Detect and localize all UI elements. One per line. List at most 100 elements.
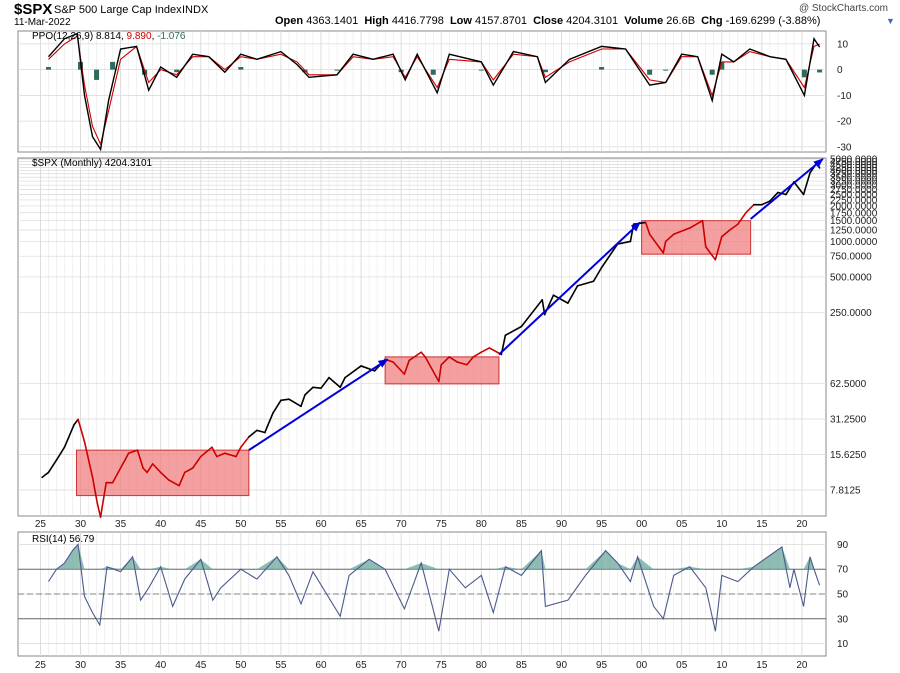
rsi-overbought-fill: [637, 556, 654, 570]
ppo-histogram-bar: [334, 69, 340, 71]
x-tick-label: 25: [35, 519, 47, 530]
price-segment: [480, 347, 491, 354]
price-tick-label: 7.8125: [830, 485, 861, 496]
price-segment: [466, 356, 475, 366]
price-segment: [552, 294, 569, 304]
volume-value: 26.6B: [666, 15, 696, 27]
price-segment: [761, 200, 771, 206]
x-tick-label: 20: [796, 519, 808, 530]
x-tick-label: 15: [756, 660, 768, 671]
price-tick-label: 2250.0000: [830, 195, 878, 206]
x-tick-label: 00: [636, 519, 648, 530]
price-tick-label: 3000.0000: [830, 181, 878, 192]
x-tick-label: 05: [676, 519, 688, 530]
price-segment: [73, 418, 79, 426]
open-label: Open: [275, 15, 304, 27]
ppo-histogram-bar: [174, 69, 180, 73]
ppo-histogram-bar: [478, 69, 484, 71]
price-tick-label: 1250.0000: [830, 226, 878, 237]
rsi-overbought-fill: [585, 550, 606, 570]
x-tick-label: 05: [676, 660, 688, 671]
chevron-down-icon[interactable]: ▼: [886, 16, 895, 26]
price-segment: [403, 359, 410, 375]
price-segment: [151, 463, 162, 474]
rsi-tick-label: 90: [837, 540, 849, 551]
range-box: [76, 449, 250, 497]
low-label: Low: [449, 15, 472, 27]
price-tick-label: 31.2500: [830, 414, 867, 425]
panel-labels: PPO(12,26,9) 8.814, 9.890, -1.076 $SPX (…: [32, 31, 186, 545]
price-segment: [77, 418, 86, 443]
ppo-tick-label: -20: [837, 117, 852, 128]
ppo-histogram-bar: [238, 67, 244, 70]
ppo-tick-label: -30: [837, 142, 852, 153]
rsi-overbought-fill: [184, 559, 201, 570]
x-tick-label: 95: [596, 660, 608, 671]
rsi-overbought-fill: [605, 550, 618, 570]
price-tick-label: 250.0000: [830, 308, 872, 319]
price-segment: [159, 471, 170, 481]
price-segment: [183, 467, 194, 474]
chart-header: $SPX S&P 500 Large Cap Index INDX 11-Mar…: [0, 0, 900, 28]
price-segment: [648, 233, 665, 254]
price-tick-label: 3250.0000: [830, 177, 878, 188]
close-label: Close: [533, 15, 564, 27]
x-tick-label: 60: [315, 519, 327, 530]
price-segment: [339, 376, 346, 389]
price-tick-label: 2000.0000: [830, 201, 878, 212]
price-segment: [688, 219, 704, 229]
ppo-histogram-bar: [709, 69, 715, 75]
price-segment: [392, 361, 406, 375]
symbol-title: $SPX: [14, 1, 53, 18]
rsi-tick-label: 70: [837, 565, 849, 576]
rsi-tick-label: 10: [837, 639, 849, 650]
low-value: 4157.8701: [475, 15, 528, 27]
rsi-panel: 90 70 50 30 10: [17, 531, 849, 657]
rsi-overbought-fill: [521, 550, 542, 570]
price-segment: [408, 351, 422, 362]
x-tick-label: 40: [155, 660, 167, 671]
price-segment: [256, 429, 266, 434]
price-tick-label: 4250.0000: [830, 163, 878, 174]
price-segment: [745, 203, 755, 214]
price-segment: [235, 446, 242, 458]
rsi-overbought-fill: [256, 556, 277, 570]
price-segment: [280, 398, 290, 402]
trend-arrow: [248, 358, 389, 451]
x-tick-label: 10: [716, 660, 728, 671]
x-tick-label: 60: [315, 660, 327, 671]
high-label: High: [364, 15, 389, 27]
x-tick-label: 50: [235, 660, 247, 671]
price-segment: [672, 227, 691, 236]
price-segment: [146, 463, 154, 474]
rsi-overbought-fill: [200, 559, 213, 570]
watermark: @ StockCharts.com: [798, 3, 888, 14]
price-segment: [576, 280, 595, 287]
price-label: $SPX (Monthly) 4204.3101: [32, 158, 153, 169]
ppo-histogram-bar: [45, 67, 51, 70]
price-segment: [91, 476, 99, 505]
price-segment: [664, 233, 675, 243]
ppo-histogram-bar: [542, 69, 548, 73]
chart-date: 11-Mar-2022: [14, 17, 71, 28]
ppo-line: [47, 32, 821, 152]
price-x-axis: 25 30 35 40 45 50 55 60 65 70 75 80 85 90 95 00 05 10 15 20: [35, 519, 808, 530]
price-segment: [456, 361, 468, 366]
x-tick-label: 65: [356, 660, 368, 671]
price-segment: [272, 399, 282, 414]
price-segment: [600, 243, 619, 269]
rsi-overbought-fill: [78, 544, 85, 570]
x-tick-label: 70: [396, 519, 408, 530]
price-tick-label: 750.0000: [830, 252, 872, 263]
price-segment: [616, 240, 632, 245]
price-segment: [644, 221, 651, 236]
price-tick-label: 2500.0000: [830, 190, 878, 201]
ppo-histogram-bar: [801, 69, 807, 78]
ppo-label: PPO(12,26,9) 8.814, 9.890, -1.076: [32, 31, 186, 42]
chg-value: -169.6299 (-3.88%): [725, 15, 821, 27]
price-tick-label: 3500.0000: [830, 173, 878, 184]
x-tick-label: 75: [436, 660, 448, 671]
ppo-histogram-bar: [647, 69, 653, 75]
quote-summary: Open 4363.1401 High 4416.7798 Low 4157.8…: [275, 15, 820, 27]
